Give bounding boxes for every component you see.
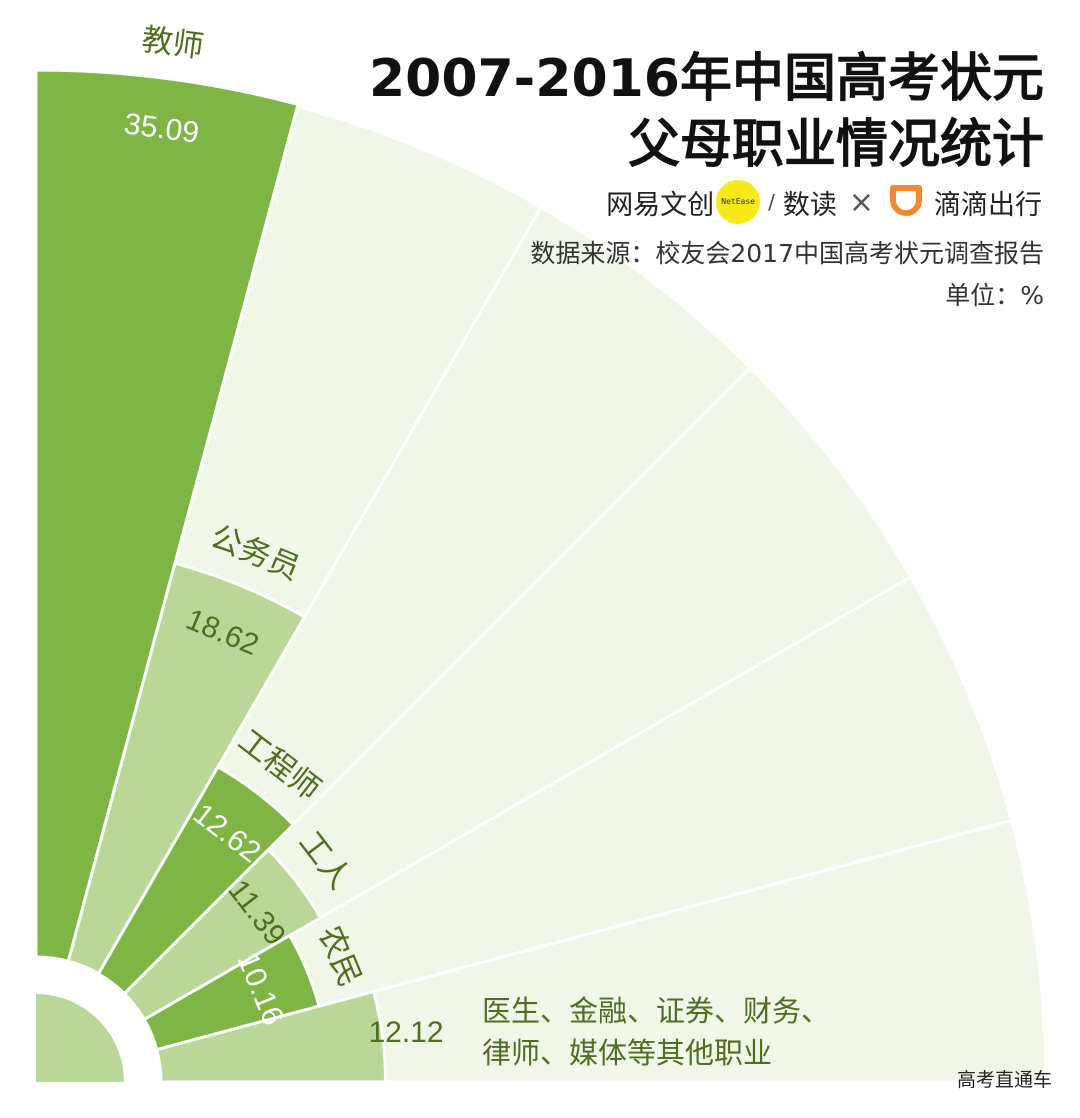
bar-sector-6 bbox=[154, 989, 388, 1084]
category-label-1: 教师 bbox=[140, 22, 206, 66]
brand-logos: 网易文创 NetEase / 数读 × 滴滴出行 bbox=[606, 180, 1042, 224]
chart-title-line-2: 父母职业情况统计 bbox=[627, 115, 1044, 175]
bar-sector-2 bbox=[66, 561, 307, 976]
netease-badge-icon: NetEase bbox=[716, 180, 761, 224]
chart-title-line-1: 2007-2016年中国高考状元 bbox=[368, 49, 1044, 109]
slash-divider: / bbox=[768, 190, 775, 214]
hub-center bbox=[36, 994, 124, 1082]
other-label-line-1: 医生、金融、证券、财务、 bbox=[482, 994, 831, 1028]
netease-logo-text: 网易文创 bbox=[606, 189, 715, 221]
shudu-logo-text: 数读 bbox=[782, 189, 837, 221]
bar-sector-1 bbox=[34, 68, 300, 964]
other-occupations-label: 医生、金融、证券、财务、 律师、媒体等其他职业 bbox=[482, 990, 830, 1074]
didi-logo-text: 滴滴出行 bbox=[934, 189, 1042, 221]
unit-note: 单位：% bbox=[945, 281, 1044, 310]
bar-sector-4 bbox=[122, 847, 323, 1022]
collab-separator: × bbox=[848, 184, 874, 220]
data-source-note: 数据来源：校友会2017中国高考状元调查报告 bbox=[530, 239, 1044, 268]
data-sectors bbox=[34, 68, 388, 1084]
didi-logo-icon bbox=[890, 185, 922, 216]
bar-sector-3 bbox=[96, 764, 296, 996]
watermark-text: 高考直通车 bbox=[956, 1069, 1052, 1091]
value-label-6: 12.12 bbox=[368, 1016, 443, 1049]
other-label-line-2: 律师、媒体等其他职业 bbox=[482, 1036, 773, 1071]
